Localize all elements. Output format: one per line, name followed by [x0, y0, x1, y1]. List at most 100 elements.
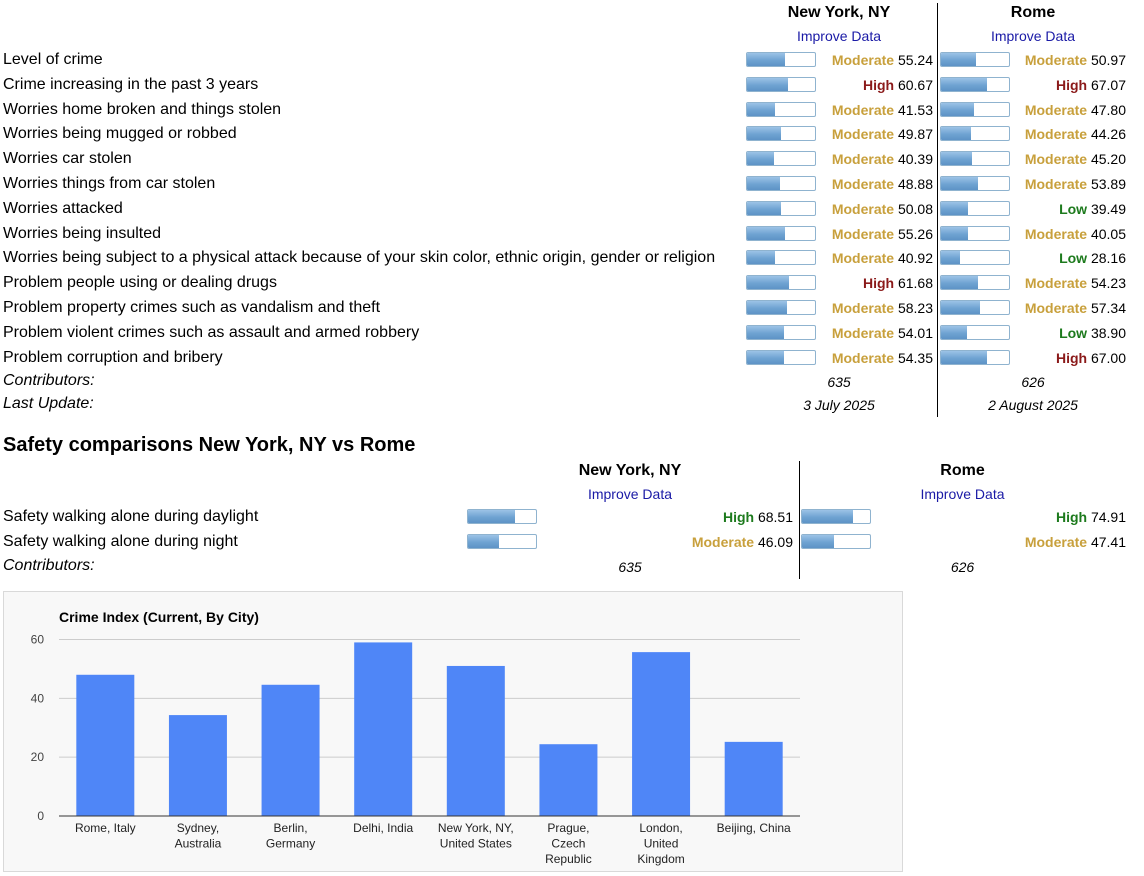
crime-row-value-new-york: Moderate 40.39 [816, 149, 933, 169]
x-tick-label: United States [440, 837, 512, 851]
x-tick-label: Germany [266, 837, 315, 851]
crime-row-value-rome: High 67.00 [1008, 348, 1126, 368]
x-tick-label: Sydney, [177, 821, 219, 835]
improve-data-link-new-york[interactable]: Improve Data [744, 28, 934, 44]
crime-row-score-rome: 47.80 [1091, 102, 1126, 118]
x-tick-label: London, [639, 821, 682, 835]
crime-row-level-rome: Moderate [1025, 52, 1087, 68]
crime-row-level-new-york: Moderate [832, 102, 894, 118]
y-tick-label: 20 [31, 750, 45, 764]
crime-row-bar-rome [940, 126, 1010, 141]
safety-row-level-new-york: Moderate [692, 534, 754, 550]
crime-row-bar-new-york [746, 77, 816, 92]
chart-bar [539, 744, 597, 816]
crime-row-bar-fill [747, 103, 775, 116]
crime-row-value-rome: Moderate 57.34 [1008, 298, 1126, 318]
crime-row-bar-new-york [746, 275, 816, 290]
safety-contributors-new-york: 635 [465, 557, 795, 577]
crime-row-bar-rome [940, 151, 1010, 166]
crime-row-bar-fill [941, 202, 968, 215]
crime-row-score-rome: 28.16 [1091, 250, 1126, 266]
crime-row-value-new-york: High 60.67 [816, 75, 933, 95]
crime-row-bar-new-york [746, 226, 816, 241]
crime-row-level-rome: Low [1059, 201, 1087, 217]
crime-row-level-rome: Moderate [1025, 226, 1087, 242]
crime-row-bar-new-york [746, 325, 816, 340]
safety-contributors-rome: 626 [800, 557, 1125, 577]
crime-row-level-rome: Moderate [1025, 151, 1087, 167]
crime-row-level-new-york: Moderate [832, 52, 894, 68]
crime-row-bar-rome [940, 102, 1010, 117]
crime-row-bar-fill [941, 251, 960, 264]
crime-row-value-rome: High 67.07 [1008, 75, 1126, 95]
chart-bar [725, 742, 783, 816]
safety-row-value-new-york: High 68.51 [540, 507, 793, 527]
crime-row-value-new-york: Moderate 54.35 [816, 348, 933, 368]
crime-row-value-new-york: Moderate 48.88 [816, 174, 933, 194]
crime-row-value-new-york: Moderate 50.08 [816, 199, 933, 219]
x-tick-label: Australia [175, 837, 222, 851]
crime-row-value-new-york: Moderate 40.92 [816, 248, 933, 268]
safety-row-score-rome: 74.91 [1091, 509, 1126, 525]
crime-row-bar-rome [940, 77, 1010, 92]
crime-row-score-rome: 57.34 [1091, 300, 1126, 316]
safety-city-header-rome: Rome [800, 462, 1125, 480]
crime-row-score-new-york: 55.24 [898, 52, 933, 68]
crime-row-bar-rome [940, 201, 1010, 216]
crime-row-bar-fill [941, 53, 976, 66]
crime-row-bar-rome [940, 300, 1010, 315]
crime-row-bar-new-york [746, 201, 816, 216]
crime-row-bar-rome [940, 325, 1010, 340]
crime-row-value-new-york: Moderate 41.53 [816, 100, 933, 120]
safety-improve-data-link-new-york[interactable]: Improve Data [465, 486, 795, 502]
safety-city-header-new-york: New York, NY [465, 462, 795, 480]
crime-row-value-rome: Moderate 45.20 [1008, 149, 1126, 169]
safety-row-value-rome: High 74.91 [874, 507, 1126, 527]
x-tick-label: Czech [551, 837, 585, 851]
crime-row-score-new-york: 48.88 [898, 176, 933, 192]
safety-improve-data-link-rome[interactable]: Improve Data [800, 486, 1125, 502]
crime-row-level-rome: High [1056, 77, 1087, 93]
crime-row-bar-new-york [746, 350, 816, 365]
x-tick-label: Republic [545, 852, 592, 866]
crime-row-label: Worries being subject to a physical atta… [3, 248, 715, 268]
crime-row-bar-rome [940, 226, 1010, 241]
crime-row-bar-fill [941, 78, 987, 91]
safety-row-level-new-york: High [723, 509, 754, 525]
crime-row-value-rome: Moderate 47.80 [1008, 100, 1126, 120]
x-tick-label: Berlin, [274, 821, 308, 835]
crime-row-bar-fill [941, 127, 971, 140]
crime-row-bar-fill [747, 276, 789, 289]
crime-row-score-rome: 53.89 [1091, 176, 1126, 192]
city-header-new-york: New York, NY [744, 4, 934, 22]
safety-row-bar-fill [802, 510, 853, 523]
crime-row-bar-fill [747, 351, 784, 364]
crime-row-level-new-york: High [863, 77, 894, 93]
safety-row-score-rome: 47.41 [1091, 534, 1126, 550]
crime-row-bar-fill [747, 177, 780, 190]
crime-row-bar-fill [941, 227, 968, 240]
crime-row-level-new-york: Moderate [832, 350, 894, 366]
improve-data-link-rome[interactable]: Improve Data [938, 28, 1128, 44]
crime-row-bar-rome [940, 176, 1010, 191]
crime-row-label: Worries being mugged or robbed [3, 124, 237, 144]
crime-row-value-rome: Low 38.90 [1008, 323, 1126, 343]
crime-row-bar-rome [940, 52, 1010, 67]
chart-bar [169, 715, 227, 816]
crime-row-label: Problem corruption and bribery [3, 348, 223, 368]
crime-row-score-new-york: 40.92 [898, 250, 933, 266]
crime-row-score-new-york: 58.23 [898, 300, 933, 316]
crime-row-value-rome: Moderate 50.97 [1008, 50, 1126, 70]
crime-row-bar-fill [747, 53, 785, 66]
x-tick-label: New York, NY, [438, 821, 514, 835]
crime-row-label: Worries being insulted [3, 224, 161, 244]
x-tick-label: Beijing, China [717, 821, 791, 835]
last-update-new-york: 3 July 2025 [744, 395, 934, 415]
crime-row-level-new-york: Moderate [832, 151, 894, 167]
chart-title: Crime Index (Current, By City) [59, 609, 259, 625]
crime-row-level-rome: Moderate [1025, 176, 1087, 192]
safety-row-bar-fill [468, 510, 515, 523]
crime-row-value-new-york: Moderate 54.01 [816, 323, 933, 343]
crime-row-score-new-york: 50.08 [898, 201, 933, 217]
safety-row-level-rome: High [1056, 509, 1087, 525]
